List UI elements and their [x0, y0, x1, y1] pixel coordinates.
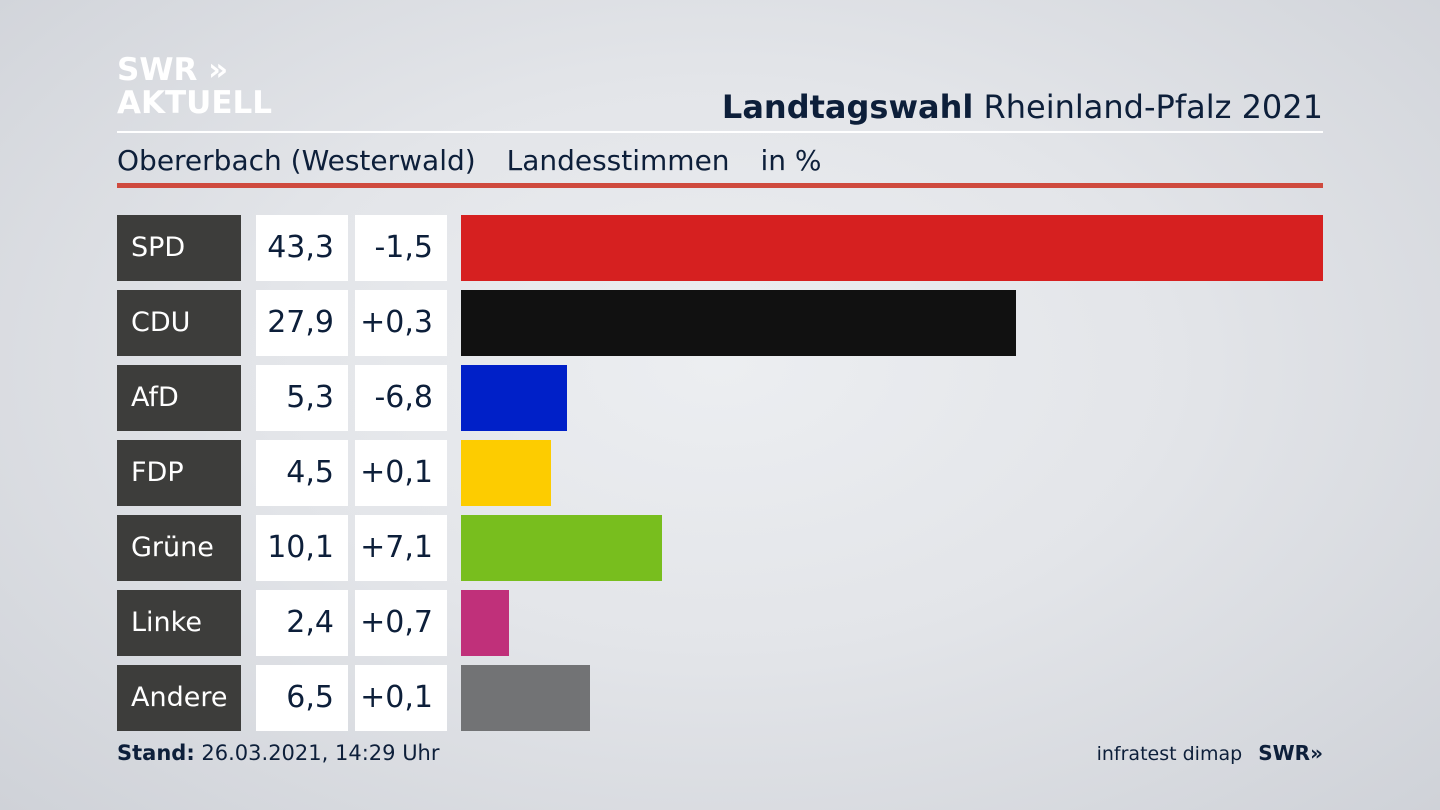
chart-row: Linke 2,4 +0,7 [117, 590, 1323, 656]
value-label: 6,5 [256, 665, 348, 731]
swr-logo: SWR» [1258, 741, 1323, 765]
timestamp: Stand: 26.03.2021, 14:29 Uhr [117, 741, 440, 765]
party-label: FDP [117, 440, 241, 506]
value-label: 4,5 [256, 440, 348, 506]
diff-label: +0,1 [355, 440, 447, 506]
title-bold: Landtagswahl [721, 88, 974, 126]
bar [461, 665, 590, 731]
chart-row: CDU 27,9 +0,3 [117, 290, 1323, 356]
swr-aktuell-logo: SWR » AKTUELL [117, 55, 272, 119]
party-label: Grüne [117, 515, 241, 581]
chart-row: FDP 4,5 +0,1 [117, 440, 1323, 506]
logo-line2: AKTUELL [117, 85, 273, 121]
accent-divider [117, 183, 1323, 188]
bar [461, 290, 1016, 356]
title-rest: Rheinland-Pfalz 2021 [983, 88, 1323, 126]
bar [461, 590, 509, 656]
logo-line1: SWR » [117, 52, 229, 88]
diff-label: -6,8 [355, 365, 447, 431]
chart-row: AfD 5,3 -6,8 [117, 365, 1323, 431]
bar [461, 515, 662, 581]
party-label: SPD [117, 215, 241, 281]
diff-label: -1,5 [355, 215, 447, 281]
value-label: 27,9 [256, 290, 348, 356]
stand-label: Stand: [117, 741, 195, 765]
measure-label: Landesstimmen [506, 144, 730, 177]
chart-row: Grüne 10,1 +7,1 [117, 515, 1323, 581]
value-label: 2,4 [256, 590, 348, 656]
diff-label: +0,3 [355, 290, 447, 356]
party-label: Linke [117, 590, 241, 656]
value-label: 10,1 [256, 515, 348, 581]
location-label: Obererbach (Westerwald) [117, 144, 476, 177]
header-divider [117, 131, 1323, 133]
stand-value: 26.03.2021, 14:29 Uhr [201, 741, 440, 765]
bar [461, 440, 551, 506]
source-credit: infratest dimap SWR» [1097, 741, 1323, 765]
party-label: CDU [117, 290, 241, 356]
bar [461, 365, 567, 431]
chart-row: Andere 6,5 +0,1 [117, 665, 1323, 731]
subtitle: Obererbach (Westerwald) Landesstimmen in… [117, 144, 844, 177]
value-label: 5,3 [256, 365, 348, 431]
chart-row: SPD 43,3 -1,5 [117, 215, 1323, 281]
party-label: Andere [117, 665, 241, 731]
unit-label: in % [760, 144, 822, 177]
source-label: infratest dimap [1096, 743, 1243, 765]
diff-label: +7,1 [355, 515, 447, 581]
bar [461, 215, 1323, 281]
page-title: Landtagswahl Rheinland-Pfalz 2021 [722, 88, 1323, 126]
diff-label: +0,1 [355, 665, 447, 731]
party-label: AfD [117, 365, 241, 431]
value-label: 43,3 [256, 215, 348, 281]
diff-label: +0,7 [355, 590, 447, 656]
